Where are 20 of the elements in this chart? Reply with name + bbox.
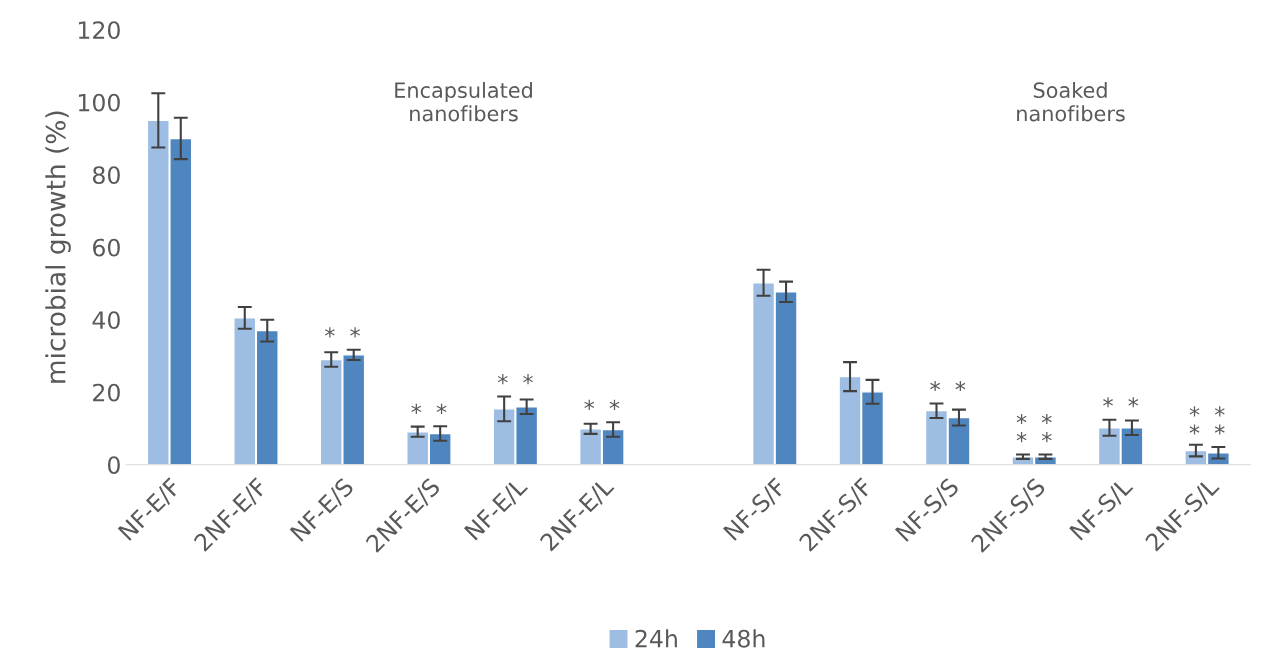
y-tick-label: 0 — [107, 456, 120, 474]
annotation: * * * * — [1016, 413, 1052, 443]
annotation: * * — [930, 380, 966, 392]
y-tick-label: 40 — [92, 311, 120, 330]
y-tick-label: 20 — [93, 383, 120, 402]
annotation: * * — [1103, 397, 1139, 408]
y-tick-label: 120 — [78, 21, 120, 40]
annotation: * * — [497, 374, 533, 385]
annotation: * * * * — [1189, 406, 1225, 435]
annotation: Encapsulated nanofibers — [395, 81, 532, 122]
legend-label: 24h — [635, 629, 677, 648]
y-tick-label: 60 — [93, 238, 120, 257]
y-tick-label: 80 — [92, 166, 120, 185]
legend-label: 48h — [722, 629, 765, 648]
annotation: * * — [411, 403, 447, 414]
annotation: * * — [584, 399, 620, 410]
y-axis-title: microbial growth (%) — [45, 111, 71, 383]
y-tick-label: 100 — [78, 93, 120, 112]
annotation: * * — [324, 327, 360, 338]
annotation: Soaked nanofibers — [1017, 81, 1125, 122]
